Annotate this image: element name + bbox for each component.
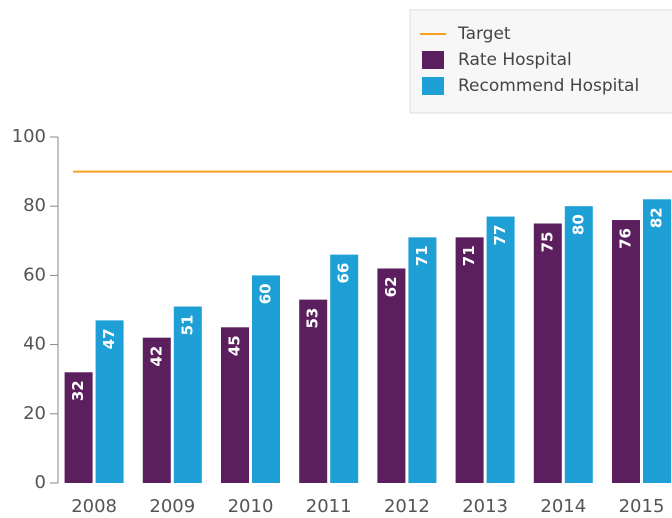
bar bbox=[377, 268, 406, 483]
legend-swatch bbox=[422, 51, 444, 69]
value-label: 82 bbox=[648, 207, 666, 228]
bar bbox=[64, 372, 93, 483]
bar bbox=[533, 223, 562, 483]
bar bbox=[612, 220, 640, 484]
x-tick-label: 2015 bbox=[619, 496, 665, 517]
y-tick-label: 0 bbox=[35, 472, 46, 493]
value-label: 75 bbox=[538, 232, 556, 253]
y-tick-label: 60 bbox=[23, 264, 46, 285]
value-label: 62 bbox=[382, 276, 400, 297]
value-label: 60 bbox=[257, 283, 275, 304]
legend-label: Target bbox=[457, 24, 511, 44]
bar bbox=[252, 275, 280, 483]
bar bbox=[486, 216, 515, 483]
bar bbox=[408, 237, 437, 483]
value-label: 53 bbox=[304, 308, 322, 329]
x-tick-label: 2011 bbox=[306, 496, 352, 517]
value-label: 80 bbox=[569, 214, 587, 235]
bar bbox=[455, 237, 484, 483]
value-label: 47 bbox=[100, 328, 118, 349]
bar bbox=[221, 327, 249, 483]
y-tick-label: 20 bbox=[23, 403, 46, 424]
bar bbox=[95, 320, 124, 483]
x-tick-label: 2008 bbox=[71, 496, 117, 517]
value-label: 76 bbox=[617, 228, 635, 249]
x-tick-label: 2010 bbox=[228, 496, 274, 517]
value-label: 32 bbox=[69, 380, 87, 401]
bar bbox=[643, 199, 671, 483]
bar bbox=[330, 254, 359, 483]
bar bbox=[299, 299, 328, 483]
bar bbox=[173, 306, 202, 483]
value-label: 51 bbox=[178, 315, 196, 336]
value-label: 71 bbox=[460, 245, 478, 266]
x-tick-label: 2012 bbox=[384, 496, 430, 517]
y-tick-label: 80 bbox=[23, 195, 46, 216]
x-tick-label: 2009 bbox=[149, 496, 195, 517]
y-tick-label: 40 bbox=[23, 334, 46, 355]
legend-label: Recommend Hospital bbox=[458, 76, 639, 96]
legend-label: Rate Hospital bbox=[458, 50, 572, 70]
legend-swatch bbox=[422, 77, 444, 95]
value-label: 71 bbox=[413, 245, 431, 266]
bar bbox=[564, 206, 593, 483]
legend-box bbox=[409, 9, 672, 114]
value-label: 42 bbox=[147, 346, 165, 367]
value-label: 66 bbox=[335, 263, 353, 284]
x-tick-label: 2014 bbox=[540, 496, 586, 517]
value-label: 77 bbox=[491, 225, 509, 246]
bar bbox=[142, 337, 171, 483]
value-label: 45 bbox=[226, 335, 244, 356]
x-tick-label: 2013 bbox=[462, 496, 508, 517]
y-tick-label: 100 bbox=[12, 126, 46, 147]
